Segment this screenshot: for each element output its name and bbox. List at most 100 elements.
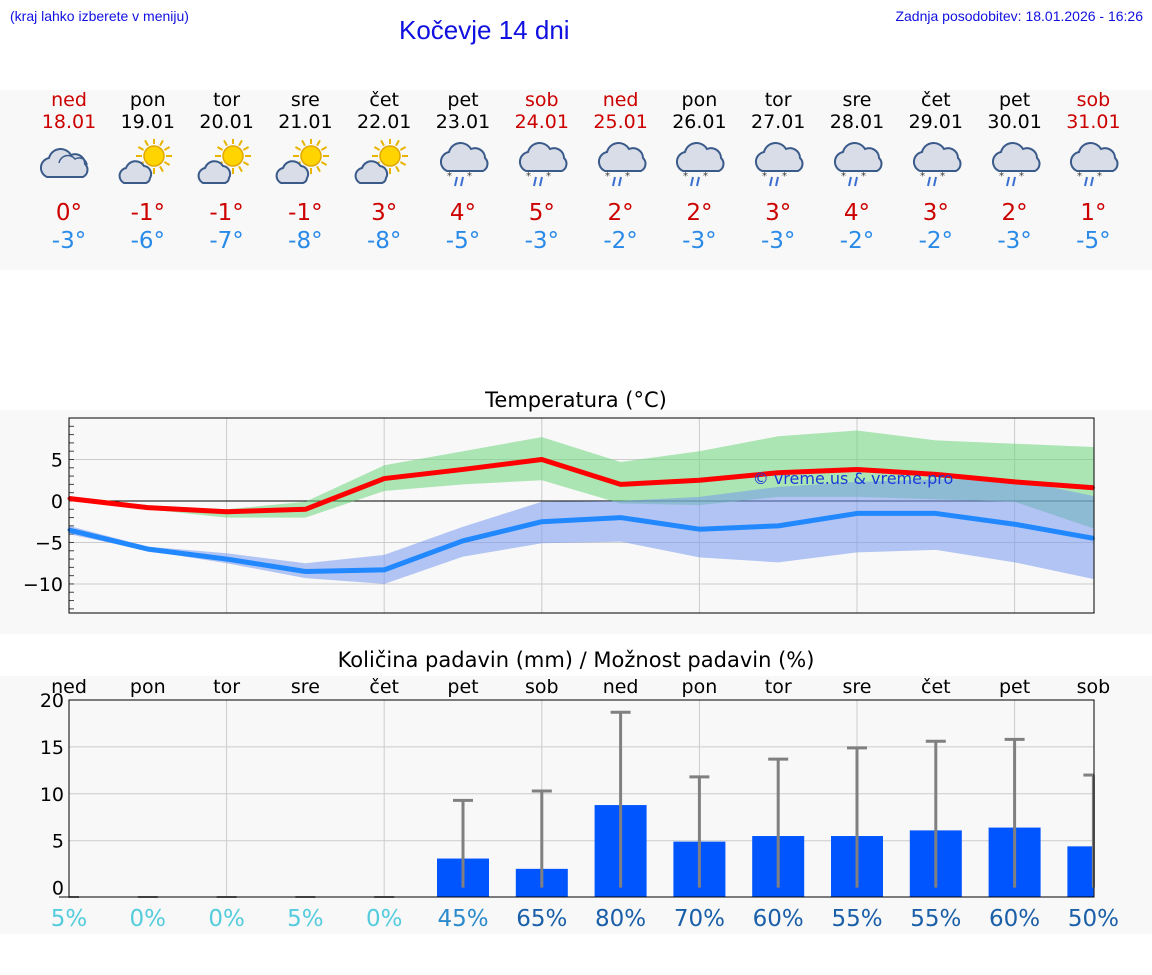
precip-probability: 65%	[516, 906, 567, 932]
day-column: pon 26.01 * * 2° -3°	[659, 89, 739, 255]
min-temp: -6°	[130, 228, 166, 254]
precip-plot-frame	[68, 699, 1095, 898]
partly-sunny-icon	[118, 139, 172, 184]
day-name: pet	[447, 89, 479, 111]
min-temp: -7°	[209, 228, 244, 254]
precip-probability: 0%	[366, 906, 403, 932]
min-temp: -5°	[445, 228, 481, 254]
day-date: 22.01	[356, 111, 412, 133]
min-temp-point	[382, 568, 386, 572]
max-temp-point	[540, 457, 544, 461]
precip-probability: 70%	[674, 906, 725, 932]
svg-text:*: *	[526, 171, 531, 182]
precip-probability: 60%	[753, 906, 804, 932]
day-date: 20.01	[199, 111, 254, 133]
max-temp: 4°	[449, 200, 477, 226]
svg-text:*: *	[762, 171, 767, 182]
min-temp: -5°	[1076, 228, 1111, 254]
day-name: ned	[602, 89, 639, 111]
sleet-icon: * *	[518, 142, 568, 187]
day-column: čet 22.01 3° -8°	[344, 89, 424, 255]
day-column: sre 28.01 * * 4° -2°	[817, 89, 897, 255]
max-temp: 2°	[686, 200, 713, 226]
precip-day-label: ned	[51, 676, 87, 698]
precip-probability: 5%	[287, 906, 324, 932]
precip-day-label: pon	[130, 676, 166, 698]
max-temp-point	[225, 510, 229, 514]
day-name: sob	[525, 89, 559, 111]
min-temp-point	[855, 511, 859, 515]
min-temp-point	[540, 520, 544, 524]
precip-day-label: sob	[525, 676, 559, 698]
menu-hint: (kraj lahko izberete v meniju)	[10, 8, 189, 24]
day-date: 27.01	[750, 111, 806, 133]
day-name: čet	[921, 89, 951, 111]
max-temp: -1°	[209, 200, 244, 226]
y-tick-label: 10	[40, 784, 64, 806]
precip-probability: 50%	[1068, 906, 1119, 932]
sleet-icon: * *	[1070, 142, 1119, 187]
max-temp-point	[461, 467, 465, 471]
svg-text:*: *	[447, 171, 452, 182]
max-temp: -1°	[130, 200, 166, 226]
min-temp-point	[697, 527, 701, 531]
min-temp-point	[1013, 522, 1017, 526]
day-date: 21.01	[278, 111, 333, 133]
precip-day-label: čet	[369, 676, 399, 698]
min-temp-point	[776, 524, 780, 528]
y-tick-label: 5	[51, 449, 63, 471]
min-temp-point	[461, 539, 465, 543]
min-temp-point	[934, 511, 938, 515]
day-name: sob	[1076, 89, 1111, 111]
sleet-icon: * *	[991, 142, 1041, 187]
svg-text:*: *	[861, 171, 866, 182]
max-temp: 3°	[922, 200, 949, 226]
partly-sunny-icon	[275, 139, 330, 184]
max-temp: 4°	[843, 200, 871, 226]
day-name: pon	[681, 89, 718, 111]
page-title: Kočevje 14 dni	[399, 15, 570, 45]
min-temp-line	[68, 510, 1094, 575]
watermark: © vreme.us & vreme.pro	[753, 469, 954, 488]
y-tick-label: 15	[40, 737, 64, 759]
day-date: 30.01	[987, 111, 1042, 133]
svg-text:*: *	[703, 171, 708, 182]
svg-text:*: *	[467, 171, 472, 182]
day-name: sre	[290, 89, 320, 111]
precip-day-label: pon	[682, 676, 718, 698]
svg-text:*: *	[841, 171, 846, 182]
sleet-icon: * *	[439, 142, 489, 187]
day-column: sob 31.01 * * 1° -5°	[1053, 89, 1133, 255]
day-date: 25.01	[593, 111, 648, 133]
precip-day-label: čet	[921, 676, 951, 698]
sleet-icon: * *	[833, 142, 883, 187]
max-temp: 3°	[765, 200, 792, 226]
svg-text:*: *	[683, 171, 688, 182]
day-name: sre	[842, 89, 872, 111]
last-updated: Zadnja posodobitev: 18.01.2026 - 16:26	[895, 8, 1143, 24]
day-date: 26.01	[672, 111, 727, 133]
precip-probability: 55%	[910, 906, 961, 932]
day-date: 31.01	[1066, 111, 1121, 133]
max-temp-point	[697, 478, 701, 482]
max-temp-point	[934, 472, 938, 476]
svg-text:*: *	[1097, 171, 1102, 182]
precip-day-label: sre	[291, 676, 320, 698]
min-temp-point	[619, 516, 623, 520]
cloudy-icon	[39, 148, 89, 178]
svg-text:*: *	[546, 171, 551, 182]
day-date: 23.01	[435, 111, 491, 133]
y-tick-label: −10	[23, 574, 63, 596]
y-tick-label: 0	[51, 491, 63, 513]
day-column: ned 18.01 0° -3°	[29, 89, 109, 255]
forecast-strip	[0, 90, 1152, 270]
precip-day-label: ned	[603, 676, 639, 698]
min-temp: -2°	[603, 228, 638, 254]
max-temp-point	[146, 506, 150, 510]
day-column: tor 27.01 * * 3° -3°	[738, 89, 818, 255]
day-name: tor	[213, 89, 241, 111]
sleet-icon: * *	[597, 142, 647, 187]
sleet-icon: * *	[755, 142, 804, 187]
y-tick-label: 0	[52, 878, 64, 900]
